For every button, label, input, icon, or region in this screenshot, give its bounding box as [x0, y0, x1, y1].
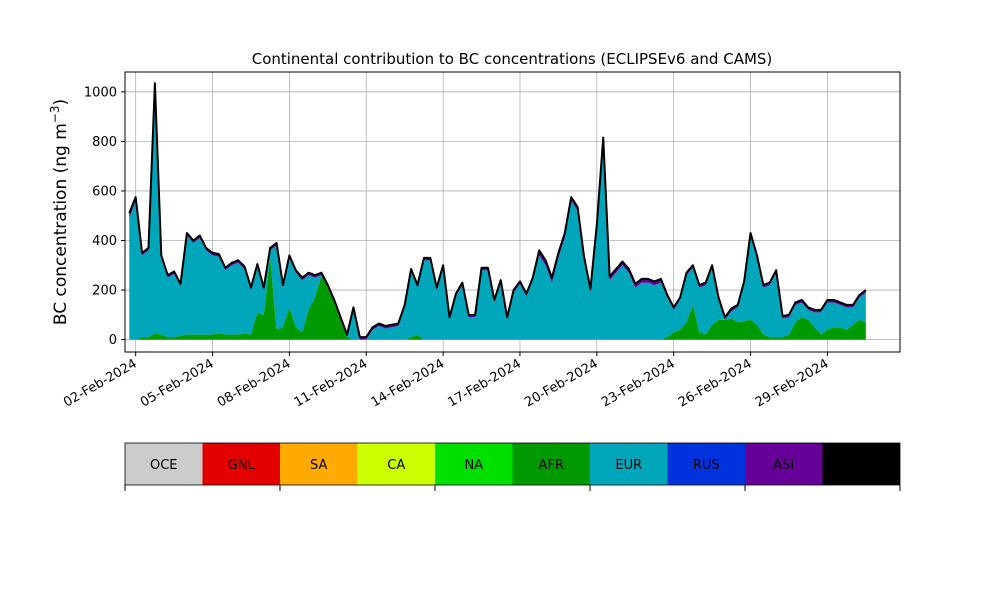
y-axis: 0 200 400 600 800 1000	[84, 85, 125, 348]
legend-swatch-gnl	[202, 443, 280, 485]
x-tick-label: 29-Feb-2024	[753, 356, 832, 410]
legend-swatch-sa	[280, 443, 358, 485]
x-tick-label: 20-Feb-2024	[522, 356, 601, 410]
x-tick-label: 11-Feb-2024	[292, 356, 371, 410]
legend-label-gnl: GNL	[228, 458, 256, 473]
x-tick-label: 02-Feb-2024	[61, 356, 140, 410]
y-tick-label: 200	[92, 284, 117, 299]
legend-label-afr: AFR	[539, 458, 564, 473]
y-tick-label: 1000	[84, 85, 117, 100]
plot-area	[129, 83, 866, 340]
x-tick-label: 14-Feb-2024	[369, 356, 448, 410]
y-tick-label: 0	[109, 333, 117, 348]
x-tick-label: 05-Feb-2024	[138, 356, 217, 410]
legend-label-oce: OCE	[150, 458, 178, 473]
legend-label-rus: RUS	[693, 458, 720, 473]
legend-frame	[124, 442, 901, 486]
legend-swatch-asi	[745, 443, 823, 485]
legend-label-na: NA	[464, 458, 483, 473]
legend-swatch-afr	[512, 443, 590, 485]
legend-label-eur: EUR	[615, 458, 642, 473]
y-tick-label: 800	[92, 135, 117, 150]
legend-swatch-oce	[125, 443, 203, 485]
x-tick-label: 26-Feb-2024	[676, 356, 755, 410]
y-axis-label: BC concentration (ng m−3)	[48, 99, 71, 325]
legend-label-asi: ASI	[773, 458, 794, 473]
legend-swatch-ca	[357, 443, 435, 485]
legend-label-ca: CA	[387, 458, 405, 473]
y-tick-label: 600	[92, 184, 117, 199]
x-tick-label: 08-Feb-2024	[215, 356, 294, 410]
chart-title: Continental contribution to BC concentra…	[252, 50, 773, 68]
legend-label-sa: SA	[310, 458, 327, 473]
x-tick-label: 23-Feb-2024	[599, 356, 678, 410]
area-eur	[129, 85, 866, 340]
legend-swatch-rus	[667, 443, 745, 485]
legend-swatch-na	[435, 443, 513, 485]
x-axis: 02-Feb-202405-Feb-202408-Feb-202411-Feb-…	[61, 352, 831, 410]
x-tick-label: 17-Feb-2024	[445, 356, 524, 410]
area-afr	[129, 257, 866, 340]
legend: OCE GNL SA CA NA AFR EUR RUS ASI AUS	[124, 442, 901, 491]
legend-swatch-eur	[590, 443, 668, 485]
plot-frame	[124, 71, 901, 353]
legend-swatch-aus	[822, 443, 900, 485]
y-tick-label: 400	[92, 234, 117, 249]
total-concentration-line	[128, 82, 867, 339]
legend-label-aus: AUS	[848, 458, 875, 473]
